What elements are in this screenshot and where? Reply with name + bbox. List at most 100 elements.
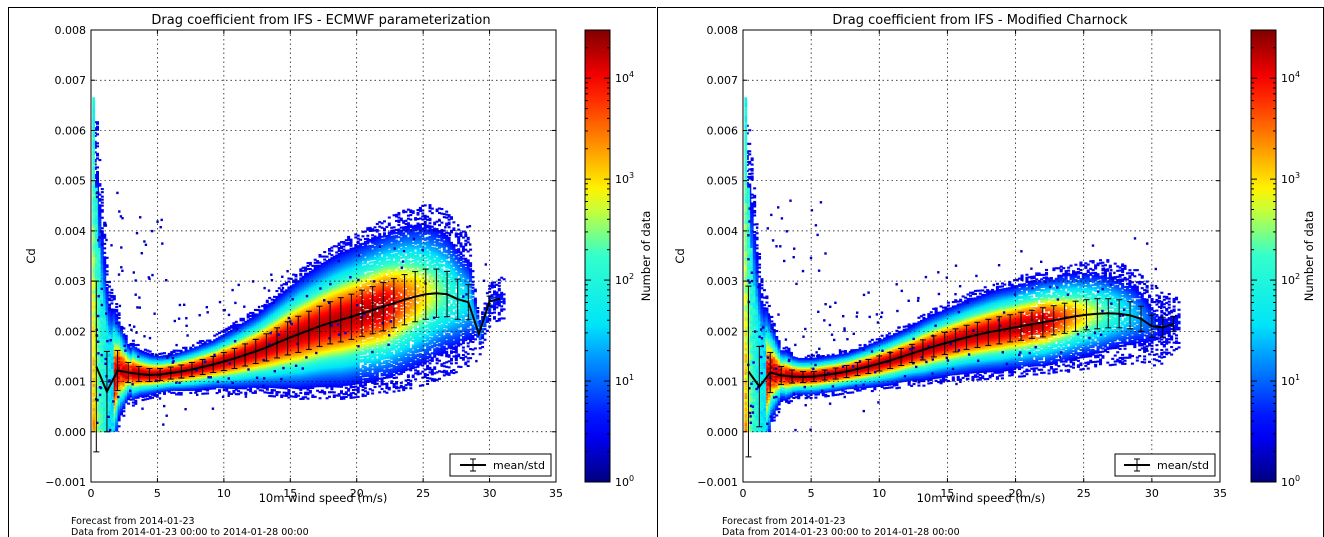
- density-cell: [198, 361, 202, 364]
- density-cell: [115, 348, 119, 351]
- density-cell: [153, 372, 157, 375]
- density-cell: [275, 372, 279, 376]
- density-cell: [129, 351, 133, 355]
- density-cell: [232, 349, 236, 352]
- density-cell: [275, 386, 279, 389]
- density-cell: [122, 351, 126, 354]
- density-cell: [165, 375, 169, 379]
- density-cell: [208, 356, 212, 359]
- density-cell: [98, 208, 102, 211]
- density-cell: [206, 357, 210, 360]
- density-cell: [100, 237, 104, 240]
- density-cell: [220, 344, 224, 347]
- density-cell: [100, 286, 104, 289]
- density-cell: [117, 356, 121, 359]
- density-cell: [241, 358, 245, 361]
- density-cell: [170, 385, 174, 388]
- density-cell: [105, 305, 109, 308]
- density-cell: [115, 342, 119, 345]
- density-cell: [230, 368, 233, 371]
- density-cell: [273, 368, 276, 371]
- density-cell: [117, 313, 121, 317]
- density-cell: [163, 386, 166, 389]
- density-cell: [198, 371, 202, 374]
- density-cell: [136, 366, 140, 369]
- density-cell: [251, 363, 255, 366]
- density-cell: [103, 292, 107, 295]
- density-cell: [256, 331, 260, 334]
- density-cell: [220, 359, 224, 362]
- density-cell: [179, 382, 183, 386]
- density-cell: [198, 385, 202, 388]
- density-cell: [275, 299, 279, 302]
- density-cell: [148, 353, 152, 356]
- density-cell: [206, 392, 210, 395]
- density-cell: [198, 344, 202, 347]
- density-cell: [112, 396, 116, 399]
- density-cell: [108, 327, 111, 330]
- density-cell: [141, 358, 145, 361]
- density-cell: [239, 382, 243, 385]
- density-cell: [210, 378, 214, 381]
- density-cell: [256, 325, 260, 328]
- density-cell: [155, 356, 159, 359]
- density-cell: [105, 280, 109, 284]
- density-cell: [117, 331, 121, 335]
- density-cell: [177, 388, 181, 392]
- density-cell: [206, 342, 210, 345]
- density-cell: [151, 357, 155, 360]
- density-cell: [268, 352, 272, 355]
- density-cell: [146, 390, 150, 393]
- density-cell: [153, 370, 157, 373]
- density-cell: [270, 384, 274, 387]
- density-cell: [241, 349, 245, 352]
- density-cell: [141, 393, 145, 396]
- density-cell: [270, 380, 274, 383]
- density-cell: [131, 368, 135, 371]
- density-cell: [100, 254, 104, 257]
- density-cell: [203, 392, 207, 395]
- density-cell: [110, 315, 114, 319]
- density-cell: [96, 178, 99, 181]
- density-cell: [120, 384, 123, 387]
- density-cell: [249, 337, 253, 340]
- density-cell: [227, 352, 231, 355]
- density-cell: [112, 393, 116, 396]
- density-cell: [117, 348, 121, 351]
- density-cell: [163, 391, 166, 394]
- density-cell: [234, 355, 238, 358]
- density-cell: [210, 383, 214, 386]
- density-cell: [244, 351, 248, 354]
- density-cell: [256, 345, 260, 348]
- density-cell: [251, 357, 255, 360]
- density-cell: [208, 374, 212, 377]
- density-cell: [112, 317, 116, 320]
- density-cell: [115, 364, 119, 367]
- density-cell: [112, 334, 116, 337]
- density-cell: [198, 347, 202, 350]
- density-cell: [241, 376, 245, 379]
- density-cell: [115, 426, 119, 429]
- density-cell: [100, 266, 104, 269]
- density-cell: [215, 349, 219, 353]
- density-cell: [265, 338, 269, 342]
- density-cell: [256, 342, 260, 345]
- density-cell: [191, 351, 195, 354]
- density-cell: [103, 307, 107, 310]
- density-cell: [122, 340, 126, 344]
- density-cell: [112, 323, 116, 326]
- density-cell: [153, 384, 157, 387]
- density-cell: [258, 378, 262, 381]
- density-cell: [177, 363, 181, 366]
- density-cell: [122, 414, 126, 417]
- density-cell: [163, 368, 166, 371]
- density-cell: [191, 382, 195, 385]
- density-cell: [179, 351, 183, 354]
- density-cell: [222, 348, 226, 351]
- density-cell: [98, 211, 102, 214]
- density-cell: [167, 362, 171, 365]
- density-cell: [263, 355, 267, 358]
- density-cell: [191, 378, 195, 381]
- density-cell: [172, 364, 176, 367]
- density-cell: [246, 313, 250, 316]
